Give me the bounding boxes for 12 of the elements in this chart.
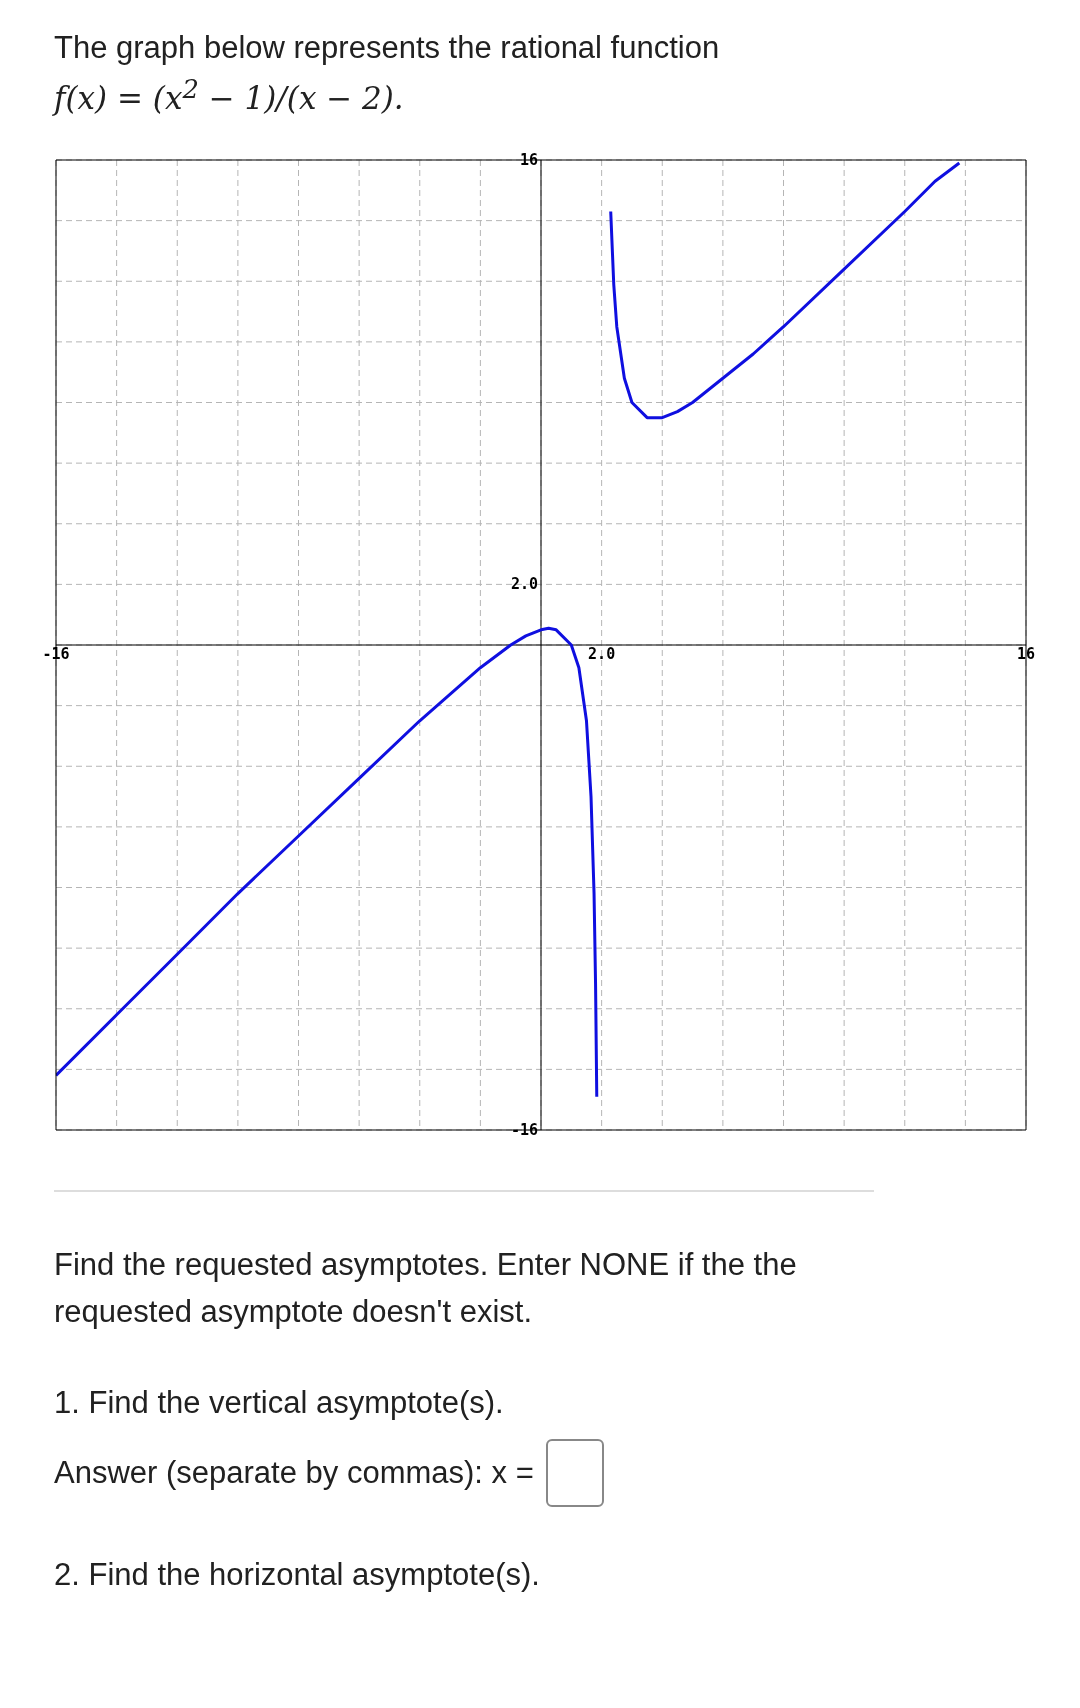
x-tick-label: -16 bbox=[42, 645, 70, 664]
x-tick-label: 16 bbox=[1016, 645, 1036, 664]
text: 2. Find the horizontal asymptote(s). bbox=[54, 1557, 541, 1594]
x-tick-label: 2.0 bbox=[588, 645, 616, 664]
chart-subtitle: f(x) = (x$^{2}$ − 1)/(x − 2). bbox=[54, 74, 405, 117]
y-tick-label: -16 bbox=[510, 1121, 538, 1140]
text: Find the requested asymptotes. Enter NONE if the the requested asymptote doesn't exist. bbox=[54, 1246, 798, 1331]
y-tick-label: 2.0 bbox=[510, 575, 538, 594]
text: 1. Find the vertical asymptote(s). bbox=[54, 1385, 505, 1422]
text: Answer (separate by commas): x = bbox=[54, 1455, 534, 1492]
chart-title: The graph below represents the rational function bbox=[54, 30, 721, 66]
y-tick-label: 16 bbox=[519, 151, 538, 170]
